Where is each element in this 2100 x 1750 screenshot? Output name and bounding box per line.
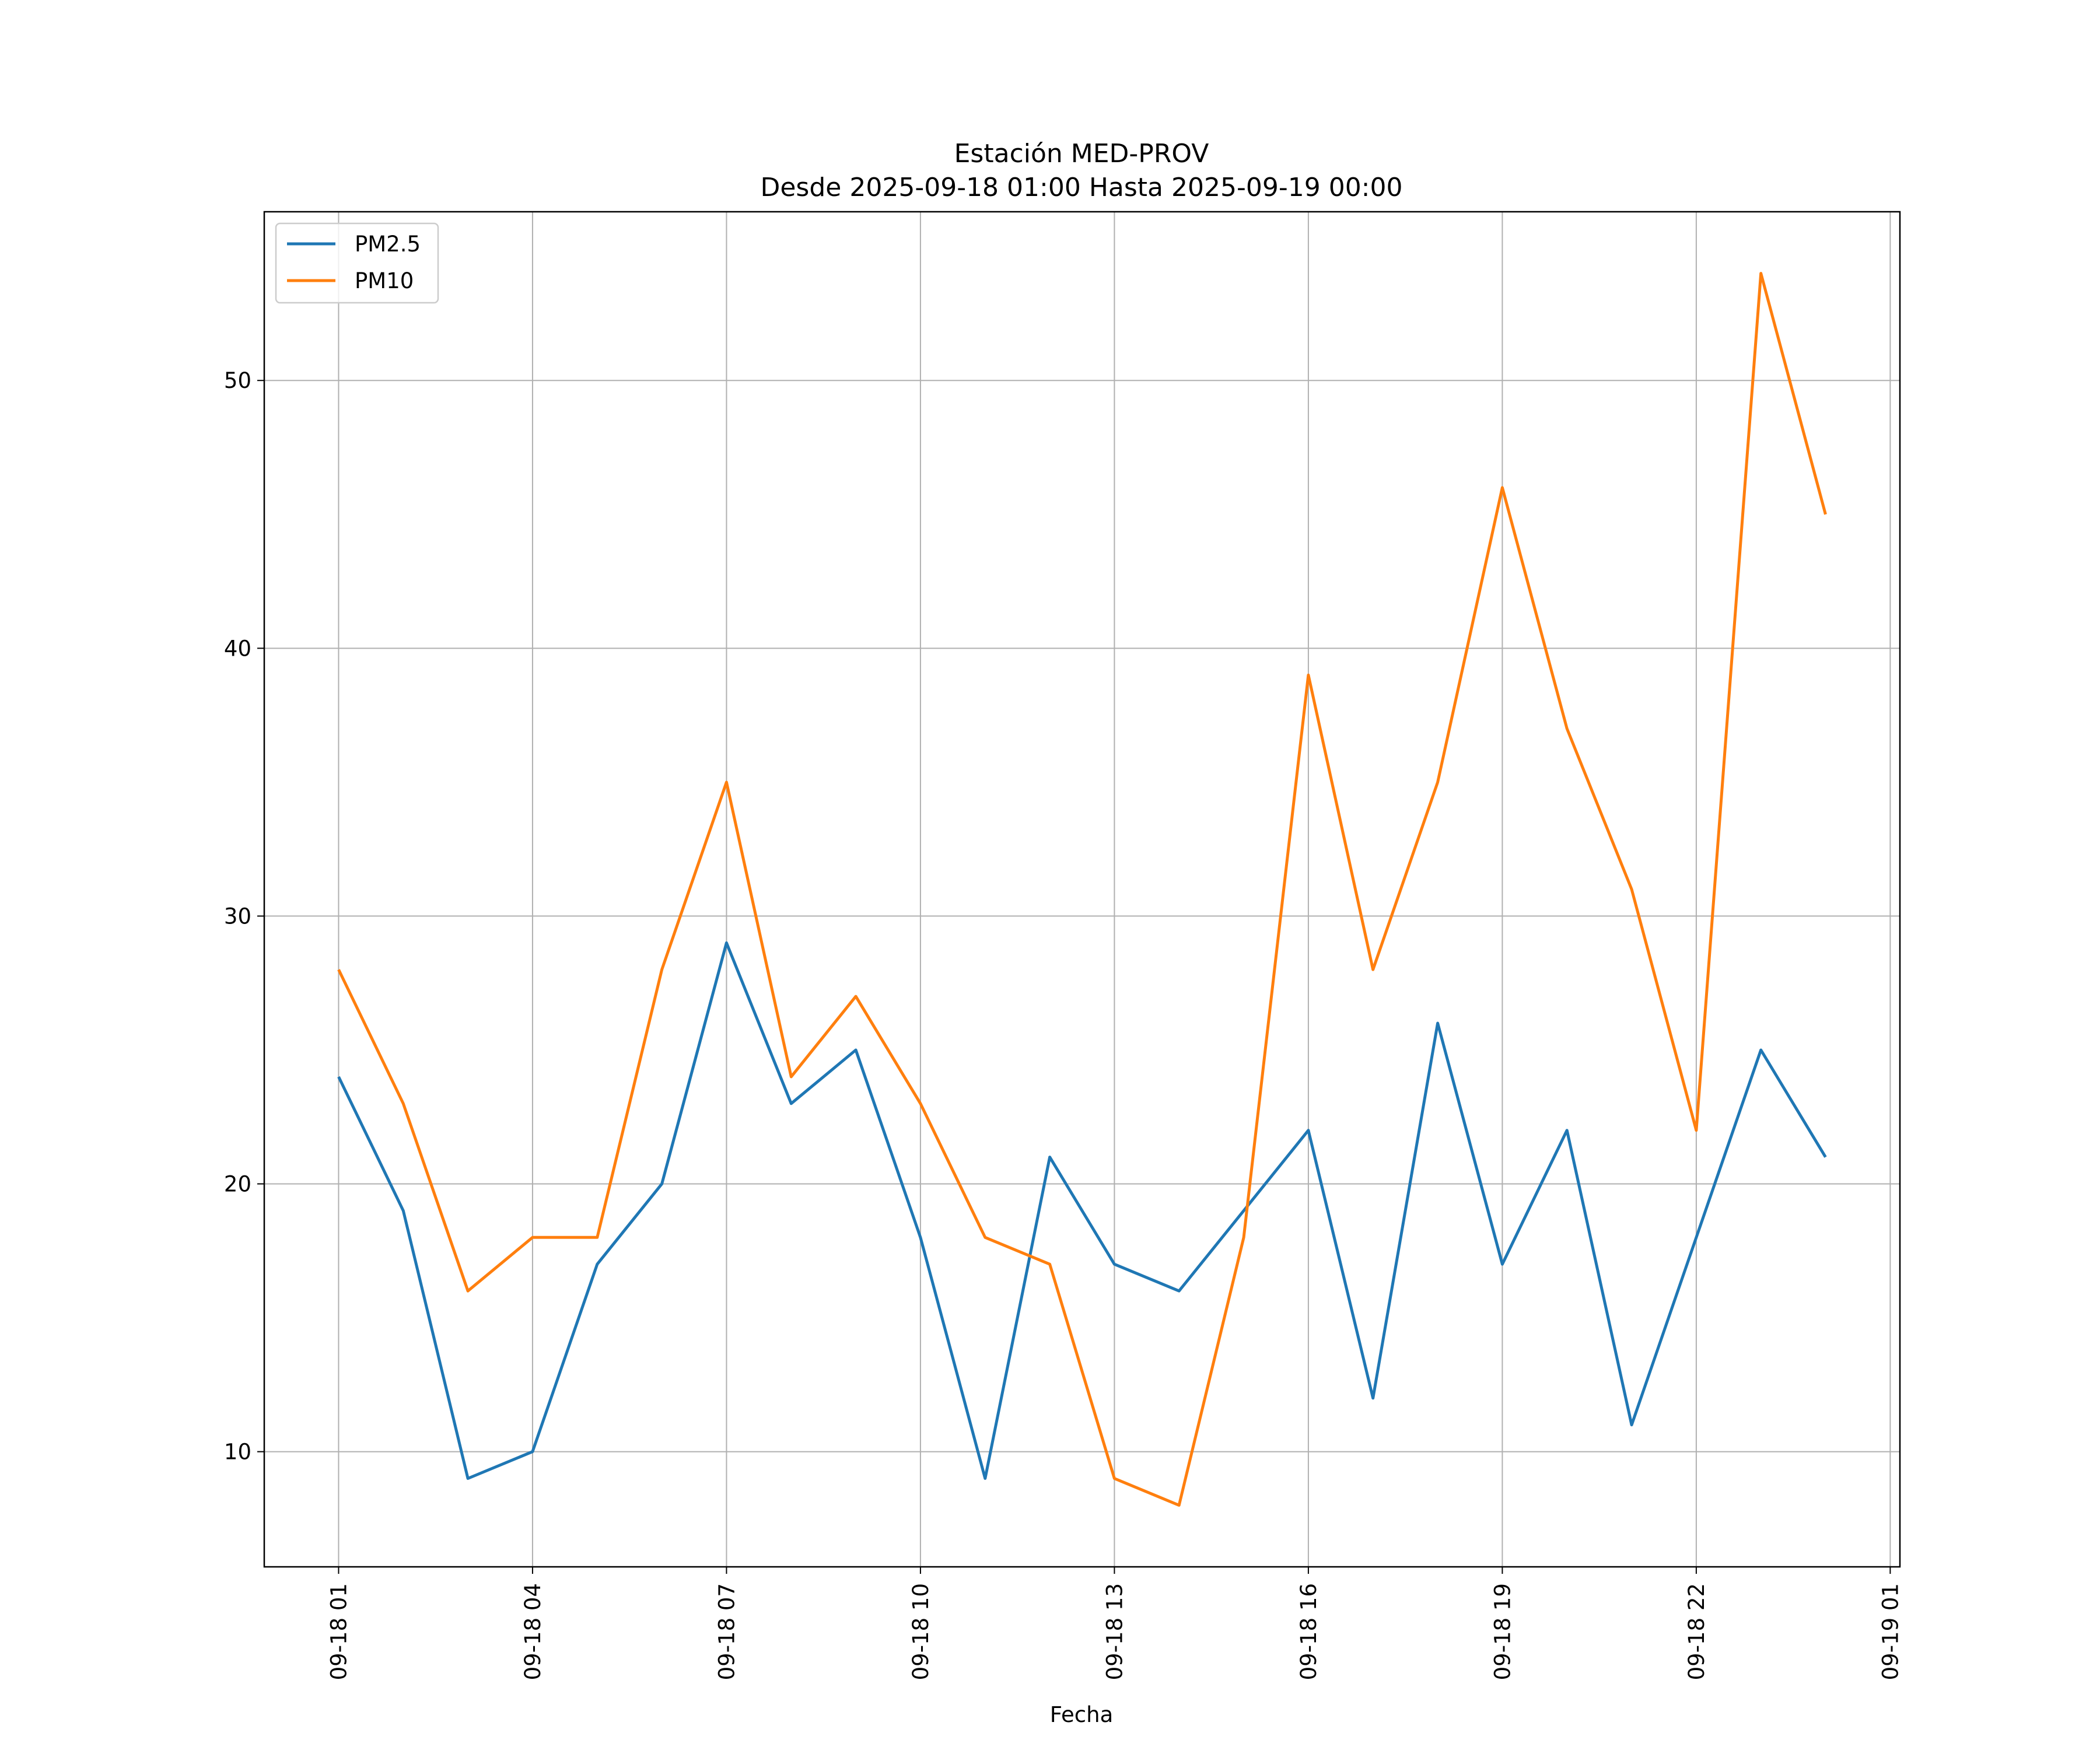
y-tick-label: 30 bbox=[224, 904, 251, 929]
series-line-pm25 bbox=[337, 941, 1827, 1480]
series-line-pm10 bbox=[337, 272, 1827, 1507]
y-axis: 10 20 30 40 50 bbox=[224, 368, 264, 1465]
y-tick-label: 10 bbox=[224, 1440, 251, 1465]
x-axis-label: Fecha bbox=[1050, 1702, 1114, 1727]
x-tick-label: 09-18 10 bbox=[908, 1583, 933, 1680]
y-tick-label: 40 bbox=[224, 636, 251, 661]
chart-subtitle: Desde 2025-09-18 01:00 Hasta 2025-09-19 … bbox=[760, 173, 1402, 202]
x-tick-label: 09-18 19 bbox=[1490, 1583, 1515, 1680]
legend-label-pm25: PM2.5 bbox=[355, 232, 421, 257]
legend-label-pm10: PM10 bbox=[355, 268, 414, 293]
x-tick-label: 09-19 01 bbox=[1878, 1583, 1903, 1680]
x-tick-label: 09-18 04 bbox=[520, 1583, 545, 1680]
plot-frame bbox=[263, 211, 1901, 1568]
y-tick-label: 50 bbox=[224, 368, 251, 393]
chart-title: Estación MED-PROV bbox=[954, 139, 1209, 169]
grid bbox=[264, 212, 1900, 1567]
x-tick-label: 09-18 07 bbox=[714, 1583, 739, 1680]
plot-area bbox=[264, 212, 1900, 1567]
x-tick-label: 09-18 22 bbox=[1684, 1583, 1709, 1680]
y-tick-label: 20 bbox=[224, 1172, 251, 1197]
legend: PM2.5 PM10 bbox=[275, 222, 439, 304]
x-tick-label: 09-18 16 bbox=[1296, 1583, 1321, 1680]
x-axis: 09-18 01 09-18 04 09-18 07 09-18 10 09-18 13… bbox=[326, 1567, 1903, 1680]
x-tick-label: 09-18 13 bbox=[1102, 1583, 1127, 1680]
series-layer bbox=[337, 272, 1827, 1507]
x-tick-label: 09-18 01 bbox=[326, 1583, 351, 1680]
